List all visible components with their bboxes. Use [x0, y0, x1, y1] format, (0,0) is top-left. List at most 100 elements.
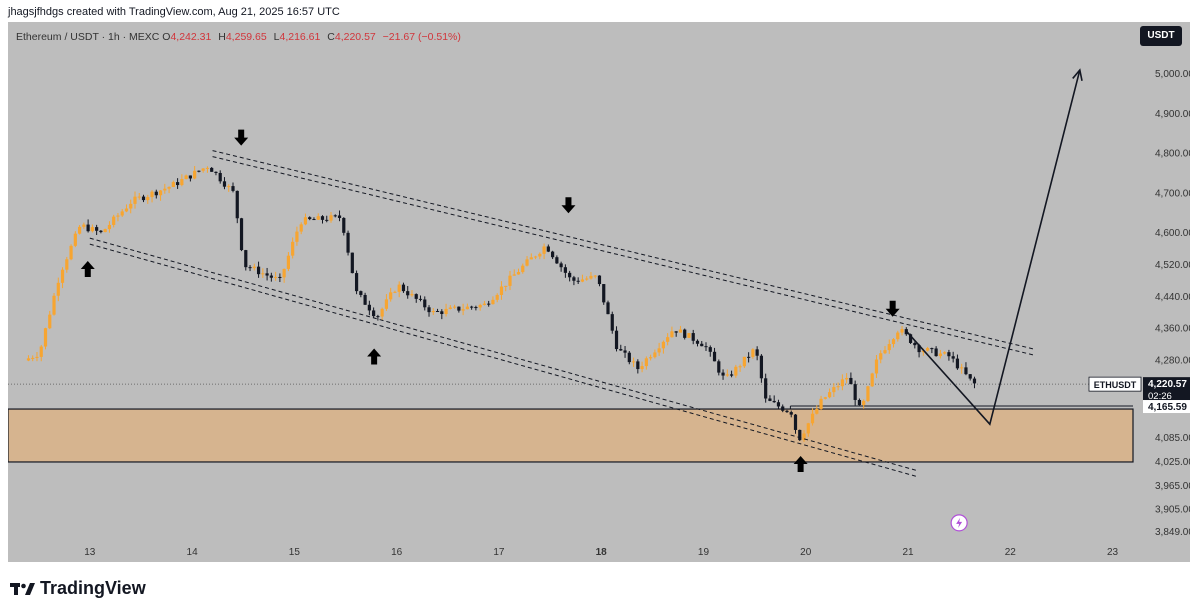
candle-body — [48, 314, 52, 329]
chart-area[interactable]: 5,000.00 4,900.00 4,800.00 4,700.00 4,600.00… — [8, 22, 1190, 562]
candle-body — [708, 347, 712, 352]
candle-body — [56, 282, 60, 296]
candle-body — [410, 294, 414, 296]
candle-body — [90, 227, 94, 232]
candle-body — [670, 331, 674, 338]
candle-body — [193, 170, 197, 179]
candle-body — [43, 328, 48, 347]
candle-body — [452, 306, 457, 308]
candle-body — [295, 231, 299, 242]
candle-body — [316, 216, 320, 220]
candle-body — [77, 226, 82, 234]
x-tick-label: 21 — [902, 547, 914, 558]
brand-name: TradingView — [40, 578, 146, 598]
candle-body — [533, 256, 538, 258]
candle-body — [742, 356, 746, 367]
candle-body — [427, 307, 431, 313]
candle-body — [60, 269, 65, 283]
candle-body — [227, 186, 231, 188]
candle-body — [35, 356, 39, 358]
level-tag — [1143, 400, 1190, 414]
candle-body — [440, 311, 444, 314]
candle-body — [478, 304, 482, 308]
candle-body — [470, 306, 474, 308]
candle-body — [210, 167, 214, 172]
arrow-up-icon — [793, 455, 808, 472]
candle-body — [120, 211, 124, 216]
candle-body — [529, 257, 533, 260]
candle-body — [39, 346, 43, 357]
x-tick-label: 19 — [698, 547, 710, 558]
candle-body — [951, 356, 955, 359]
candle-body — [342, 218, 346, 233]
candle-body — [768, 398, 772, 401]
candle-body — [350, 252, 354, 274]
candle-body — [389, 292, 393, 300]
y-tick-label: 4,800.00 — [1155, 149, 1190, 160]
tradingview-logo-icon — [10, 582, 35, 595]
candle-body — [819, 398, 823, 409]
candle-body — [252, 266, 256, 269]
candle-body — [563, 267, 567, 273]
high-label: H — [218, 31, 226, 43]
symbol-label: Ethereum / USDT · 1h · MEXC — [16, 31, 160, 43]
currency-button[interactable]: USDT — [1140, 26, 1182, 46]
candle-body — [282, 268, 286, 278]
candle-body — [418, 298, 423, 300]
candle-body — [205, 167, 210, 169]
candle-body — [448, 307, 452, 309]
chart-credit: jhagsjfhdgs created with TradingView.com… — [8, 6, 340, 18]
y-tick-label: 3,849.00 — [1155, 527, 1190, 538]
candle-body — [934, 348, 938, 357]
close-value: 4,220.57 — [334, 31, 376, 43]
candle-body — [866, 386, 870, 401]
candle-body — [482, 303, 487, 305]
candle-body — [606, 302, 610, 315]
channel-lower-2 — [89, 243, 919, 478]
y-tick-label: 4,700.00 — [1155, 188, 1190, 199]
price-chart[interactable]: 5,000.00 4,900.00 4,800.00 4,700.00 4,600.00… — [8, 22, 1190, 562]
candle-body — [964, 367, 968, 375]
candle-body — [401, 284, 406, 292]
candle-body — [31, 357, 35, 359]
y-tick-label: 4,440.00 — [1155, 292, 1190, 303]
countdown-value: 02:26 — [1148, 391, 1172, 402]
y-tick-label: 4,025.00 — [1155, 457, 1190, 468]
x-tick-label: 23 — [1107, 547, 1119, 558]
channel-lower-1 — [89, 237, 919, 472]
candle-body — [274, 276, 278, 278]
close-label: C — [327, 31, 335, 43]
demand-zone — [8, 408, 1134, 463]
candle-body — [687, 333, 691, 338]
candle-body — [269, 275, 273, 278]
candle-body — [759, 355, 764, 379]
candle-body — [133, 196, 137, 204]
candle-body — [602, 284, 606, 303]
x-tick-label: 20 — [800, 547, 812, 558]
candle-body — [614, 330, 619, 350]
projection-arrowhead — [1072, 68, 1083, 81]
y-tick-label: 3,965.00 — [1155, 481, 1190, 492]
x-tick-label: 13 — [84, 547, 96, 558]
candle-body — [116, 215, 120, 217]
y-tick-label: 5,000.00 — [1155, 69, 1190, 80]
y-tick-label: 3,905.00 — [1155, 505, 1190, 516]
x-tick-label: 15 — [289, 547, 301, 558]
candle-body — [683, 329, 687, 338]
candle-body — [717, 361, 721, 373]
candle-body — [308, 217, 312, 220]
candle-body — [312, 219, 316, 221]
candle-body — [393, 291, 397, 293]
candle-body — [474, 307, 478, 309]
candle-body — [180, 179, 184, 186]
y-tick-label: 4,360.00 — [1155, 324, 1190, 335]
arrow-up-icon — [367, 348, 382, 365]
candle-body — [380, 308, 384, 317]
candle-body — [141, 196, 146, 201]
channel-upper-2 — [212, 156, 1036, 357]
high-value: 4,259.65 — [225, 31, 267, 43]
y-tick-label: 4,600.00 — [1155, 228, 1190, 239]
candle-body — [947, 352, 951, 357]
x-tick-label: 14 — [187, 547, 199, 558]
open-value: 4,242.31 — [170, 31, 212, 43]
